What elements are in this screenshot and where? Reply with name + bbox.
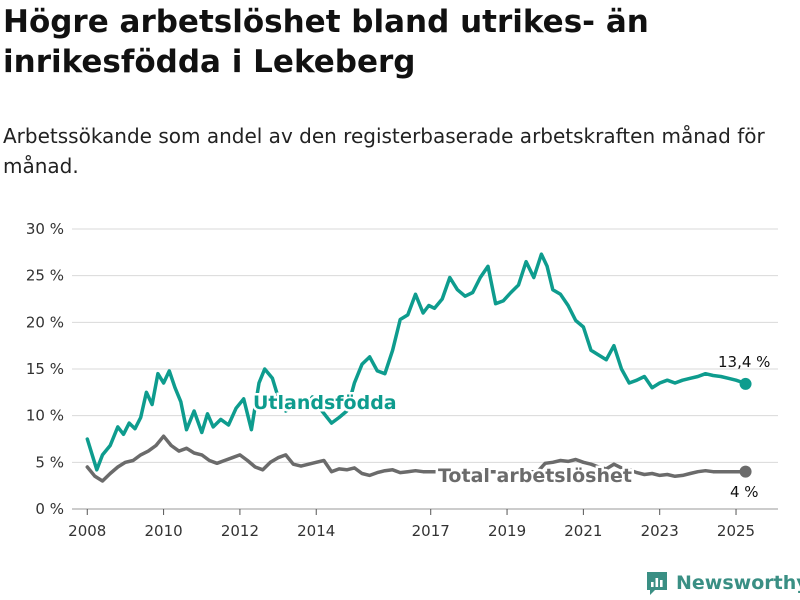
x-tick-label: 2021 [564,522,602,540]
x-tick-label: 2008 [68,522,106,540]
x-tick-label: 2025 [717,522,755,540]
series-line-total [85,434,748,483]
x-tick-label: 2012 [221,522,259,540]
newsworthy-logo-icon [647,572,667,595]
y-tick-label: 30 % [26,220,64,238]
brand-logo: Newsworthy [645,568,800,598]
end-point-foreign [739,377,752,390]
end-label-total: 4 % [730,483,759,501]
y-tick-label: 0 % [35,500,64,518]
x-tick-label: 2014 [297,522,335,540]
y-axis-ticks: 0 % 5 % 10 % 15 % 20 % 25 % 30 % [26,220,64,518]
chart-subtitle: Arbetssökande som andel av den registerb… [3,124,765,178]
x-tick-label: 2019 [488,522,526,540]
end-point-total [739,465,752,478]
series-line-foreign [85,252,748,472]
x-tick-label: 2017 [412,522,450,540]
y-tick-label: 5 % [35,453,64,471]
y-tick-label: 20 % [26,313,64,331]
series-lines [85,252,752,483]
series-label-total: Total arbetslöshet [438,465,632,487]
x-axis-ticks: 2008 2010 2012 2014 2017 2019 2021 2023 2025 [68,509,755,540]
y-tick-label: 10 % [26,407,64,425]
brand-name: Newsworthy [676,572,800,594]
grid-lines [72,228,778,510]
chart-title: Högre arbetslöshet bland utrikes- än inr… [3,4,649,80]
series-label-utlandsfodda: Utlandsfödda [253,392,397,414]
end-label-utlandsfodda: 13,4 % [718,353,770,371]
y-tick-label: 25 % [26,267,64,285]
x-tick-label: 2023 [641,522,679,540]
x-tick-label: 2010 [144,522,182,540]
y-tick-label: 15 % [26,360,64,378]
